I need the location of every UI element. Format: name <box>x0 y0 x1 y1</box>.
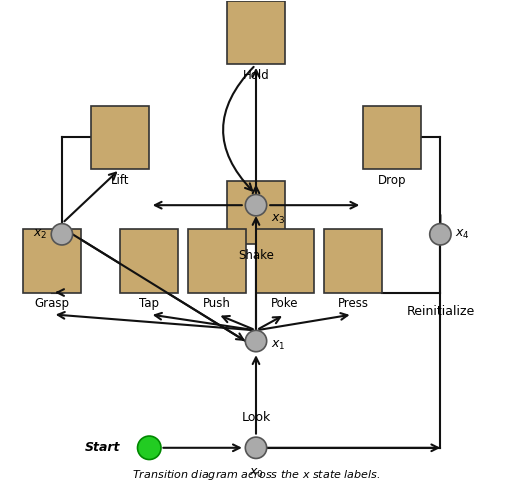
FancyBboxPatch shape <box>188 229 246 292</box>
Text: Grasp: Grasp <box>35 297 70 310</box>
Circle shape <box>430 224 451 245</box>
FancyBboxPatch shape <box>324 229 382 292</box>
Text: $x_0$: $x_0$ <box>249 467 263 480</box>
Text: $x_2$: $x_2$ <box>33 228 47 241</box>
Text: Press: Press <box>337 297 369 310</box>
Text: Look: Look <box>241 410 271 424</box>
FancyBboxPatch shape <box>256 229 314 292</box>
FancyBboxPatch shape <box>227 181 285 244</box>
FancyBboxPatch shape <box>227 1 285 64</box>
Circle shape <box>138 436 161 460</box>
FancyBboxPatch shape <box>23 229 81 292</box>
Text: Poke: Poke <box>271 297 299 310</box>
Text: Start: Start <box>84 441 120 454</box>
Circle shape <box>51 224 73 245</box>
Text: Reinitialize: Reinitialize <box>406 305 475 319</box>
Text: Drop: Drop <box>378 174 406 186</box>
Circle shape <box>245 437 267 458</box>
FancyBboxPatch shape <box>91 106 150 169</box>
FancyBboxPatch shape <box>120 229 178 292</box>
Text: Tap: Tap <box>139 297 159 310</box>
Text: Transition diagram across the $x$ state labels.: Transition diagram across the $x$ state … <box>132 468 380 482</box>
Text: Shake: Shake <box>238 249 274 262</box>
Text: $x_4$: $x_4$ <box>455 228 470 241</box>
Text: Lift: Lift <box>111 174 130 186</box>
Text: Hold: Hold <box>243 69 269 82</box>
Circle shape <box>245 195 267 216</box>
Circle shape <box>245 330 267 352</box>
Text: Push: Push <box>203 297 231 310</box>
Text: $x_3$: $x_3$ <box>270 212 285 225</box>
Text: $x_1$: $x_1$ <box>270 339 285 352</box>
FancyBboxPatch shape <box>362 106 421 169</box>
